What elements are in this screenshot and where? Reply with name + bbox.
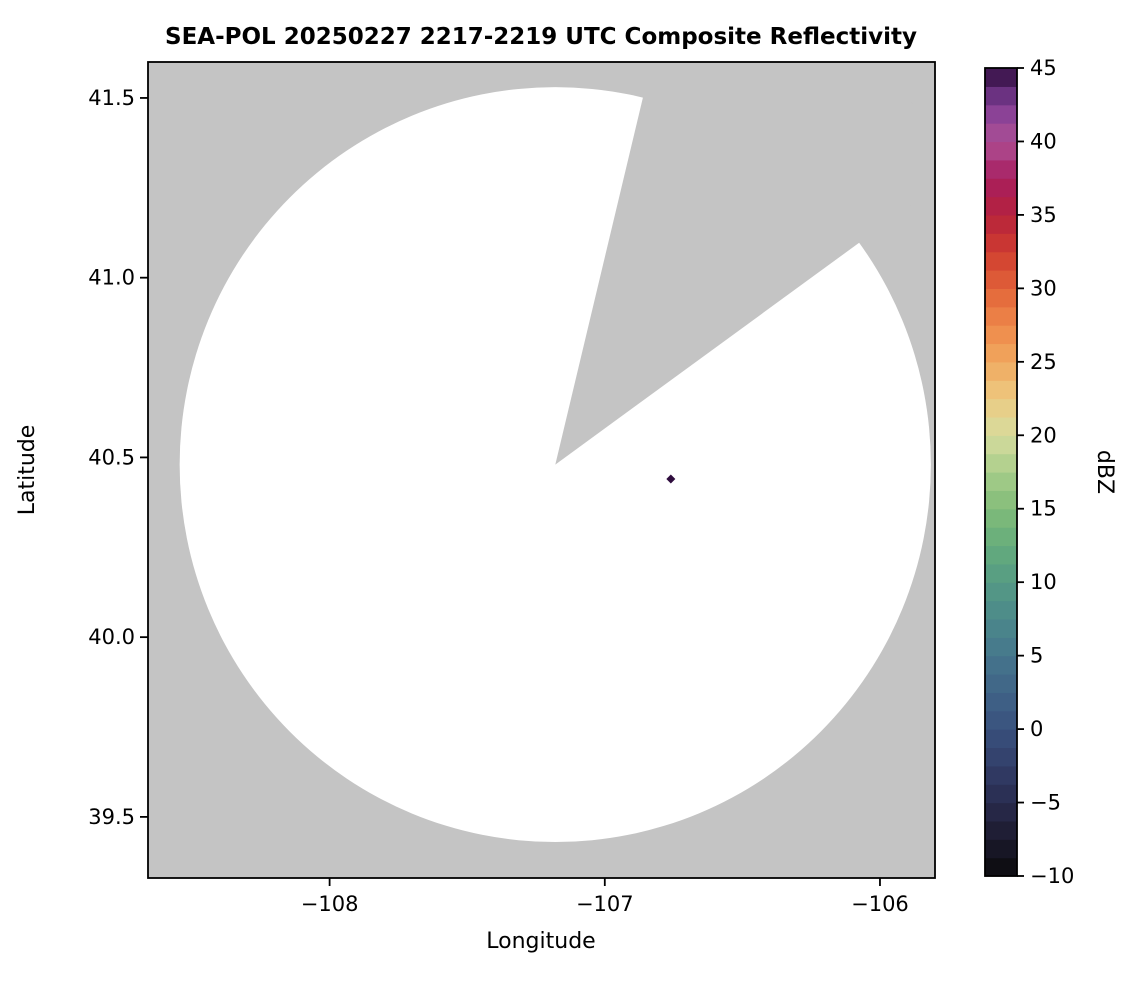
colorbar-band [985, 784, 1017, 804]
colorbar-band [985, 178, 1017, 198]
colorbar-band [985, 618, 1017, 638]
colorbar-band [985, 490, 1017, 510]
colorbar-label: dBZ [1092, 450, 1117, 494]
colorbar-band [985, 857, 1017, 877]
colorbar-tick-label: 45 [1030, 56, 1057, 80]
colorbar-band [985, 68, 1017, 87]
colorbar-band [985, 710, 1017, 730]
blocked-sector-wedge [555, 62, 935, 465]
x-tick-label: −108 [301, 892, 359, 916]
colorbar-band [985, 214, 1017, 234]
x-tick-label: −107 [576, 892, 634, 916]
colorbar-band [985, 123, 1017, 143]
colorbar-band [985, 306, 1017, 326]
colorbar-band [985, 527, 1017, 547]
colorbar-band [985, 692, 1017, 712]
reflectivity-point [666, 474, 676, 484]
colorbar-band [985, 288, 1017, 308]
plot-data-layer [179, 62, 935, 843]
colorbar-tick-label: 5 [1030, 644, 1043, 668]
y-axis-label: Latitude [15, 425, 40, 516]
colorbar-band [985, 839, 1017, 859]
colorbar-band [985, 398, 1017, 418]
colorbar-band [985, 380, 1017, 400]
y-tick-label: 39.5 [88, 805, 135, 829]
colorbar-band [985, 141, 1017, 161]
colorbar-tick-label: 35 [1030, 203, 1057, 227]
colorbar-tick-label: 0 [1030, 717, 1043, 741]
colorbar-band [985, 325, 1017, 345]
colorbar-band [985, 802, 1017, 822]
colorbar-band [985, 86, 1017, 106]
colorbar-band [985, 104, 1017, 124]
colorbar-tick-label: 40 [1030, 129, 1057, 153]
colorbar-band [985, 251, 1017, 271]
colorbar-frame [984, 67, 1018, 877]
colorbar-band [985, 416, 1017, 436]
colorbar-band [985, 472, 1017, 491]
colorbar-band [985, 729, 1017, 749]
colorbar-band [985, 820, 1017, 840]
colorbar-band [985, 343, 1017, 363]
colorbar-tick-label: 20 [1030, 423, 1057, 447]
colorbar-band [985, 747, 1017, 767]
plot-layer: −108 −107 −106 41.5 41.0 40.5 40.0 39.5 45 40 35 30… [88, 56, 1074, 916]
colorbar-tick-label: 15 [1030, 497, 1057, 521]
colorbar-band [985, 600, 1017, 620]
colorbar-band [985, 545, 1017, 565]
colorbar-band [985, 508, 1017, 528]
colorbar-band [985, 637, 1017, 657]
colorbar-band [985, 655, 1017, 675]
plot-frame [147, 61, 936, 879]
colorbar-band [985, 361, 1017, 381]
x-tick-label: −106 [851, 892, 909, 916]
y-tick-label: 40.5 [88, 445, 135, 469]
colorbar-tick-label: 10 [1030, 570, 1057, 594]
colorbar-band [985, 582, 1017, 602]
x-axis-label: Longitude [486, 929, 595, 954]
colorbar-band [985, 270, 1017, 289]
colorbar-tick-label: −10 [1030, 864, 1074, 888]
colorbar-tick-label: 30 [1030, 276, 1057, 300]
y-tick-label: 41.5 [88, 86, 135, 110]
colorbar-band [985, 196, 1017, 216]
colorbar-band [985, 453, 1017, 473]
colorbar-band [985, 674, 1017, 693]
colorbar-band [985, 435, 1017, 455]
colorbar-tick-label: 25 [1030, 350, 1057, 374]
colorbar-band [985, 159, 1017, 179]
chart-title: SEA-POL 20250227 2217-2219 UTC Composite… [165, 24, 917, 50]
colorbar-band [985, 233, 1017, 253]
y-tick-label: 41.0 [88, 266, 135, 290]
y-tick-label: 40.0 [88, 625, 135, 649]
colorbar-band [985, 563, 1017, 583]
colorbar-tick-label: −5 [1030, 791, 1061, 815]
colorbar-band [985, 765, 1017, 785]
